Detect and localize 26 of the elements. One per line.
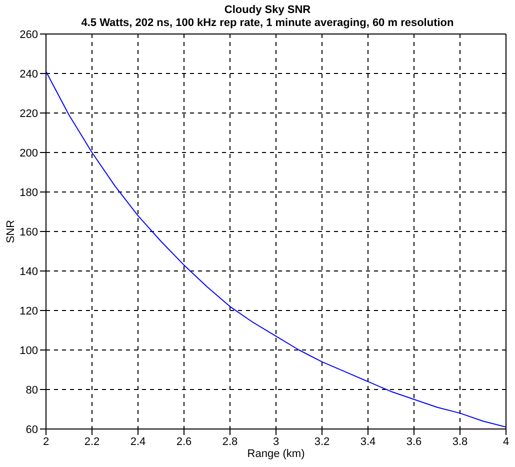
x-tick-label: 2.6 [176,436,192,448]
x-tick-label: 3.6 [406,436,422,448]
x-tick-label: 2.4 [130,436,146,448]
x-tick-label: 3 [272,436,280,448]
y-tick-label: 260 [20,28,38,41]
y-tick-label: 120 [20,305,38,318]
x-axis-title: Range (km) [247,448,305,460]
y-tick-label: 140 [20,266,38,278]
y-tick-label: 80 [26,384,38,396]
x-tick-label: 4 [502,436,510,448]
y-axis-title: SNR [4,220,17,244]
x-tick-label: 2 [42,436,50,448]
y-tick-label: 100 [20,344,38,357]
x-tick-label: 2.8 [222,436,238,448]
x-tick-label: 2.2 [84,436,100,448]
x-tick-label: 3.2 [314,436,330,448]
y-tick-label: 200 [20,147,38,160]
y-tick-label: 240 [20,68,38,80]
x-tick-label: 3.8 [452,436,468,448]
y-tick-label: 180 [20,186,38,199]
chart-subtitle: 4.5 Watts, 202 ns, 100 kHz rep rate, 1 minute averaging, 60 m resolution [80,17,455,30]
y-tick-label: 60 [26,424,38,436]
chart-title: Cloudy Sky SNR [223,4,312,17]
x-tick-label: 3.4 [360,436,376,448]
y-tick-label: 160 [20,226,38,238]
y-tick-label: 220 [20,108,38,120]
